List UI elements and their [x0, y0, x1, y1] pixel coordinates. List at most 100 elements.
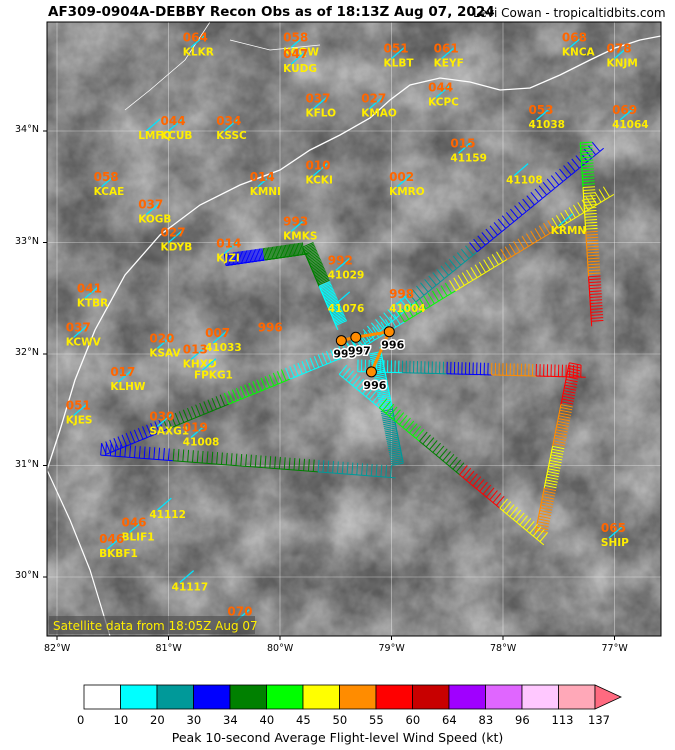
wind-barb — [191, 406, 197, 418]
lat-label: 31°N — [15, 458, 39, 470]
wind-barb — [540, 507, 553, 511]
station-wind-barb — [201, 358, 217, 372]
station-value: 014 — [250, 170, 275, 184]
wind-barb-flag — [273, 383, 279, 387]
wind-barb-flag — [432, 452, 438, 457]
wind-barb — [167, 448, 170, 461]
wind-barb — [403, 295, 413, 306]
wind-barb-flag — [412, 435, 417, 440]
wind-barb — [455, 462, 465, 473]
wind-barb-flag — [509, 221, 515, 226]
station-wind-barb — [190, 425, 206, 439]
wind-barb — [182, 449, 185, 462]
wind-barb-flag — [525, 208, 531, 213]
wind-barb — [308, 256, 320, 262]
wind-barb-flag — [481, 272, 486, 276]
wind-barb — [553, 443, 565, 447]
station-id: SHIP — [601, 537, 629, 549]
station-value: 996 — [258, 321, 283, 335]
wind-barb — [568, 365, 581, 369]
wind-barb — [109, 439, 115, 452]
wind-barb — [385, 434, 398, 439]
wind-barb — [395, 302, 404, 313]
wind-barb-flag — [489, 266, 495, 271]
wind-barb — [321, 287, 334, 294]
wind-barb — [440, 285, 448, 297]
wind-barb — [459, 465, 468, 476]
wind-barb — [581, 162, 594, 165]
wind-barb-flag — [538, 198, 543, 202]
station-id: KNJM — [607, 58, 638, 70]
wind-barb — [542, 181, 552, 192]
wind-barb — [550, 175, 560, 186]
wind-barb — [563, 392, 576, 397]
colorbar-tick: 55 — [369, 713, 384, 727]
wind-barb-flag — [464, 258, 470, 263]
wind-barb-flag — [303, 253, 310, 255]
station-value: 015 — [450, 136, 475, 150]
wind-barb-flag — [335, 325, 339, 331]
station-wind-barb — [536, 107, 551, 121]
wind-barb — [529, 523, 538, 534]
wind-barb-flag — [521, 211, 527, 216]
wind-barb — [260, 377, 267, 390]
wind-barb — [374, 377, 387, 381]
wind-barb — [308, 257, 321, 264]
wind-barb-flag — [486, 496, 491, 501]
station-id: SAXG1 — [149, 425, 189, 437]
wind-barb — [348, 373, 358, 384]
wind-barb-flag — [439, 457, 444, 462]
station-id: KNCA — [562, 46, 596, 58]
wind-barb — [569, 362, 582, 366]
wind-barb — [240, 251, 244, 264]
station-id: 41159 — [450, 152, 487, 164]
wind-barb — [376, 390, 389, 394]
wind-barb — [422, 434, 431, 445]
wind-barb-flag — [358, 345, 363, 350]
wind-barb-flag — [600, 199, 606, 203]
lon-label: 82°W — [44, 643, 71, 654]
station-wind-barb — [391, 46, 406, 60]
wind-barb — [365, 387, 375, 397]
wind-barb-flag — [265, 386, 271, 390]
wind-barb — [390, 458, 403, 463]
wind-barb-flag — [502, 259, 508, 263]
wind-barb — [429, 440, 438, 450]
station-id: 41033 — [205, 342, 242, 354]
wind-barb — [539, 512, 552, 517]
wind-barb-flag — [348, 382, 354, 387]
wind-barb — [125, 432, 132, 445]
wind-barb — [543, 490, 556, 494]
wind-barb — [393, 313, 401, 325]
wind-barb — [428, 275, 437, 286]
wind-barb — [583, 148, 593, 159]
coastline-florida — [47, 469, 111, 636]
wind-barb-flag — [440, 278, 445, 283]
wind-barb — [590, 302, 603, 304]
wind-barb — [584, 207, 597, 209]
wind-barb-flag — [529, 204, 535, 209]
wind-barb — [587, 257, 600, 260]
wind-barb — [444, 282, 452, 294]
station-wind-barb — [290, 34, 306, 48]
station-value: 041 — [77, 281, 102, 295]
wind-barb — [539, 510, 552, 514]
wind-barb — [547, 468, 560, 472]
credit-text: Levi Cowan - tropicaltidbits.com — [473, 6, 666, 20]
station-id: KCUB — [161, 130, 193, 142]
wind-barb — [323, 292, 336, 299]
wind-barb — [304, 247, 316, 253]
station-id: KEYF — [434, 58, 464, 70]
station-wind-barb — [313, 163, 328, 177]
wind-barb — [538, 225, 546, 237]
pressure-marker — [365, 366, 377, 378]
wind-barb — [265, 247, 269, 260]
wind-barb-flag — [595, 151, 600, 156]
wind-barb — [373, 375, 386, 379]
wind-barb — [287, 244, 291, 257]
wind-barb — [561, 398, 574, 402]
wind-barb — [361, 463, 364, 476]
wind-barb — [519, 515, 528, 526]
wind-barb — [581, 156, 594, 159]
lon-label: 80°W — [267, 643, 294, 654]
